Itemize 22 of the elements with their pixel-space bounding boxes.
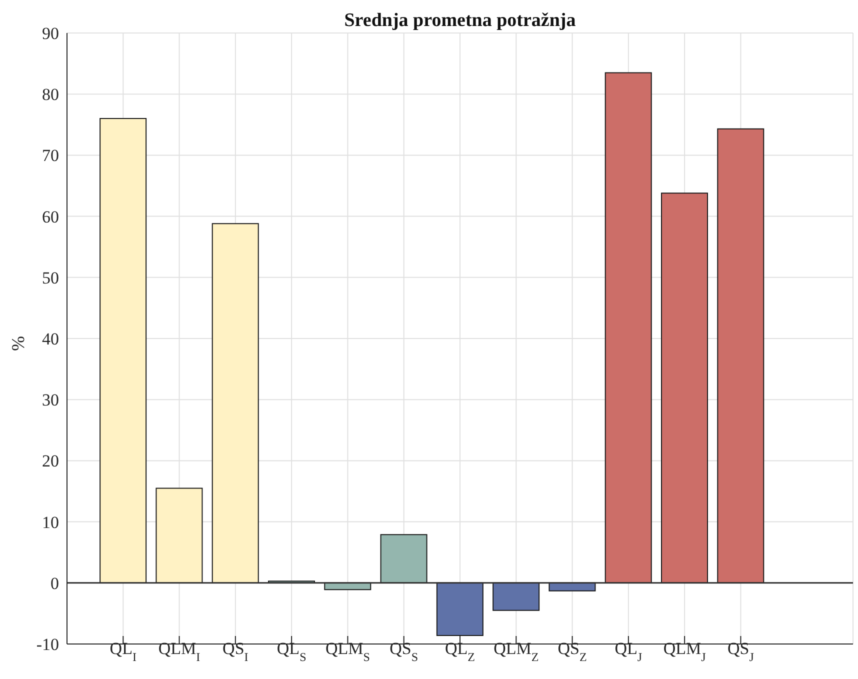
y-tick-label: 30 xyxy=(42,390,59,410)
y-tick-label: 0 xyxy=(50,574,59,593)
y-tick-label: -10 xyxy=(36,635,59,654)
y-axis-title: % xyxy=(8,336,28,350)
bar xyxy=(717,128,764,584)
y-tick-label: 10 xyxy=(42,512,59,532)
y-tick-label: 70 xyxy=(42,146,59,166)
bar xyxy=(156,488,203,584)
y-tick-label: 90 xyxy=(42,24,59,44)
bar xyxy=(548,582,596,592)
y-tick-label: 40 xyxy=(42,330,59,349)
bar xyxy=(604,72,652,584)
bar xyxy=(661,192,708,584)
bar xyxy=(212,223,259,584)
bar xyxy=(100,118,147,584)
y-tick-label: 50 xyxy=(42,268,59,288)
y-tick-label: 20 xyxy=(42,452,59,471)
chart-title: Srednja prometna potražnja xyxy=(343,10,577,32)
y-tick-label: 80 xyxy=(42,85,59,104)
bar xyxy=(380,534,428,584)
y-tick-label: 60 xyxy=(42,207,59,226)
bar xyxy=(492,582,540,611)
